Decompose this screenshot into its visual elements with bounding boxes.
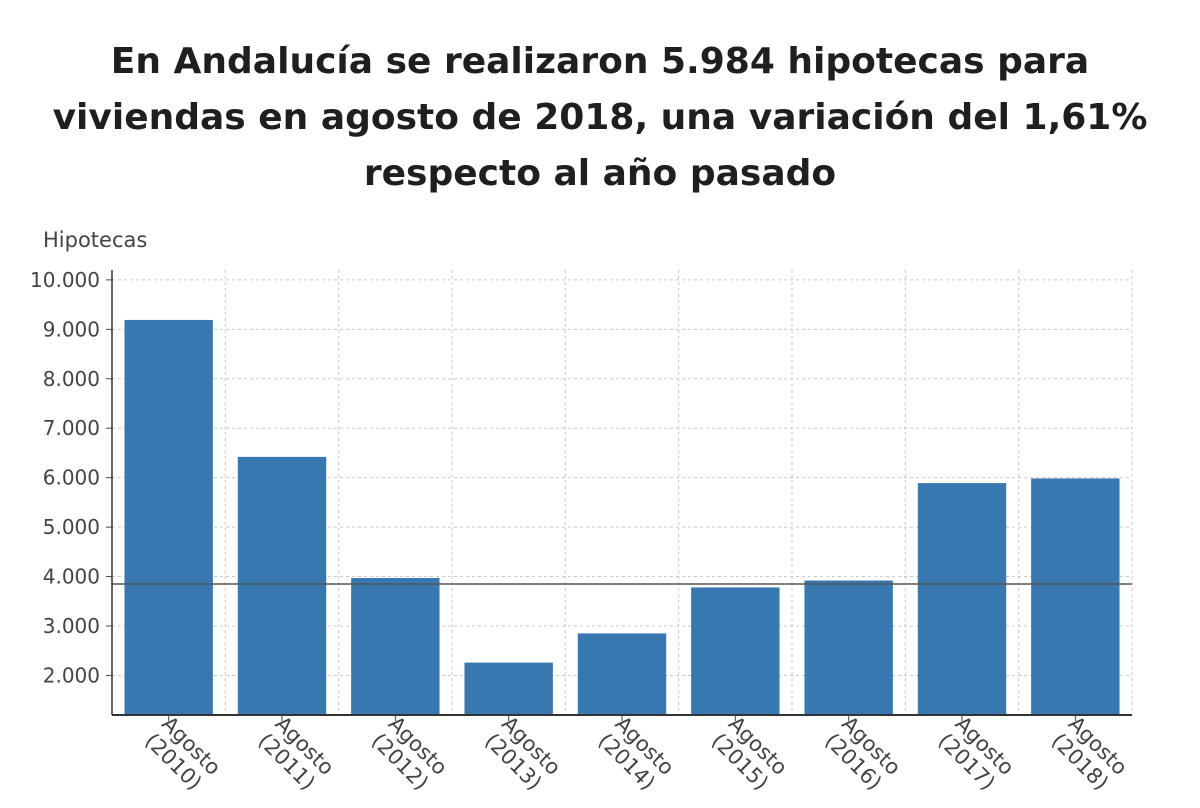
x-tick-label: Agosto(2018) (1047, 712, 1132, 797)
y-tick-label: 3.000 (43, 614, 100, 638)
y-tick-label: 8.000 (43, 367, 100, 391)
x-tick-label: Agosto(2013) (480, 712, 565, 797)
x-labels: Agosto(2010) Agosto(2011) Agosto(2012) Agos… (140, 712, 1132, 797)
y-axis-label: Hipotecas (43, 228, 148, 252)
bar (917, 483, 1007, 715)
bar (577, 633, 667, 715)
bar (237, 456, 327, 715)
y-tick-label: 7.000 (43, 416, 100, 440)
bar (804, 580, 893, 715)
y-tick-label: 2.000 (43, 663, 100, 687)
y-tick-label: 9.000 (43, 317, 100, 341)
bar (691, 587, 780, 715)
x-tick-label: Agosto(2011) (253, 712, 338, 797)
axes (106, 270, 1132, 721)
x-tick-label: Agosto(2017) (933, 712, 1018, 797)
y-ticks: 2.000 3.000 4.000 5.000 6.000 7.000 8.000 9.000… (30, 268, 100, 688)
x-tick-label: Agosto(2015) (707, 712, 792, 797)
y-tick-label: 4.000 (43, 565, 100, 589)
y-tick-label: 10.000 (30, 268, 100, 292)
bars (124, 319, 1120, 715)
x-tick-label: Agosto(2012) (367, 712, 452, 797)
bar (351, 578, 440, 715)
bar (464, 662, 553, 715)
bar (124, 319, 213, 715)
y-tick-label: 5.000 (43, 515, 100, 539)
x-tick-label: Agosto(2010) (140, 712, 225, 797)
x-tick-label: Agosto(2016) (820, 712, 905, 797)
bar (1031, 478, 1120, 715)
y-tick-label: 6.000 (43, 466, 100, 490)
chart-title: En Andalucía se realizaron 5.984 hipotec… (52, 41, 1148, 194)
x-tick-label: Agosto(2014) (593, 712, 678, 797)
